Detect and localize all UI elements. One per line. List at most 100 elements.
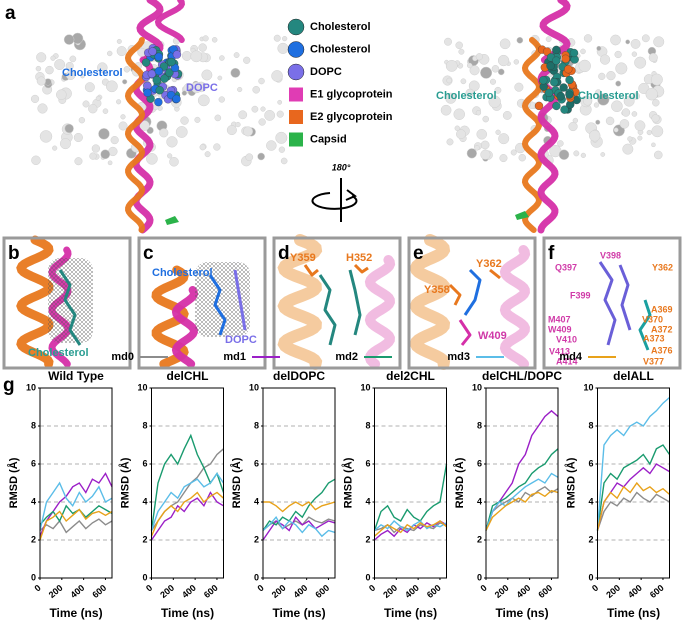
lipid xyxy=(181,50,192,61)
lipid xyxy=(488,95,501,108)
x-tick-label: 200 xyxy=(47,583,65,600)
molecule-label: Cholesterol xyxy=(152,267,213,279)
y-tick-label: 2 xyxy=(477,534,482,544)
panel-frames xyxy=(2,236,682,370)
rotation-symbol xyxy=(311,178,358,222)
lipid xyxy=(202,35,209,42)
atom-sphere xyxy=(542,47,552,56)
helix xyxy=(499,245,531,369)
lipid xyxy=(102,108,109,114)
residue-label: A376 xyxy=(651,345,673,355)
lipid xyxy=(123,66,131,73)
legend-swatch xyxy=(289,87,303,102)
x-tick-label: 0 xyxy=(33,583,43,594)
residue-label: Y362 xyxy=(476,258,502,270)
panel-label: b xyxy=(8,243,20,264)
legend-label: Cholesterol xyxy=(310,21,371,33)
atom-sphere xyxy=(560,105,569,114)
helix xyxy=(521,37,543,233)
lipid xyxy=(476,128,488,140)
series-line xyxy=(262,515,336,538)
lipid xyxy=(45,65,54,75)
atom-sphere xyxy=(565,90,574,99)
lipid xyxy=(266,140,277,151)
x-tick-label: 600 xyxy=(648,583,666,600)
atom-sphere xyxy=(172,50,182,59)
atom-sphere xyxy=(172,94,181,104)
lipid xyxy=(634,56,647,69)
x-tick-label: 600 xyxy=(90,583,108,600)
lipid xyxy=(651,125,664,138)
atom-sphere xyxy=(154,52,163,61)
lipid xyxy=(445,92,457,104)
lipid xyxy=(474,145,480,151)
atom-sphere xyxy=(167,57,176,67)
lipid xyxy=(106,50,113,57)
lipid xyxy=(606,70,616,81)
residue-label: H352 xyxy=(346,252,372,264)
lipid xyxy=(480,140,490,150)
lipid xyxy=(580,152,586,158)
y-tick-label: 8 xyxy=(31,420,36,430)
frame-b xyxy=(2,236,132,370)
lipid xyxy=(181,90,187,96)
atom-sphere xyxy=(154,97,163,107)
y-tick-label: 0 xyxy=(477,572,482,582)
lipid xyxy=(217,75,223,81)
lipid xyxy=(619,119,630,129)
atom-sphere xyxy=(556,92,565,101)
helix xyxy=(364,255,396,369)
lipid xyxy=(169,156,179,167)
x-tick-label: 600 xyxy=(202,583,220,600)
atom-sphere xyxy=(143,88,152,97)
lipid xyxy=(80,73,85,79)
lipid xyxy=(625,39,631,45)
lipid xyxy=(282,36,288,42)
plot-frame xyxy=(262,387,336,579)
lipid xyxy=(36,76,46,86)
lipid xyxy=(456,129,466,140)
lipid xyxy=(613,127,619,133)
lipid xyxy=(54,59,66,70)
lipid xyxy=(460,78,467,85)
series-legend: md0 md1 md2 md3 md4 xyxy=(111,351,616,363)
helix xyxy=(539,0,571,64)
helix xyxy=(124,37,146,233)
molecular-renderings xyxy=(16,0,665,370)
lipid xyxy=(489,78,497,85)
lipid xyxy=(597,93,610,106)
lipid xyxy=(440,104,452,116)
lipid xyxy=(558,149,570,160)
lipid xyxy=(614,50,622,59)
frame-d xyxy=(272,236,402,370)
series-line xyxy=(150,433,225,531)
lipid xyxy=(615,62,628,75)
helix xyxy=(154,0,185,43)
lipid xyxy=(73,132,83,143)
residue-label: M407 xyxy=(548,314,571,324)
stick-model xyxy=(318,274,337,346)
y-axis-label: RMSD (Å) xyxy=(230,457,243,508)
chart-title: delCHL/DOPC xyxy=(482,369,562,383)
lipid xyxy=(98,128,110,140)
lipid xyxy=(235,121,241,128)
legend-label: DOPC xyxy=(310,66,342,78)
y-tick-label: 0 xyxy=(142,572,147,582)
lipid xyxy=(455,41,463,50)
lipid xyxy=(63,34,75,45)
lipid xyxy=(446,138,454,146)
lipid xyxy=(245,153,254,162)
lipid xyxy=(238,110,248,120)
lipid xyxy=(116,46,127,57)
panel-label: c xyxy=(143,243,154,264)
series-line xyxy=(374,520,447,532)
legend-swatch xyxy=(287,18,305,36)
atom-sphere xyxy=(565,75,574,85)
stick-model xyxy=(458,319,472,346)
lipid xyxy=(465,88,475,98)
frame-f xyxy=(542,236,682,370)
y-tick-label: 10 xyxy=(360,382,370,392)
legend-label: E2 glycoprotein xyxy=(310,111,393,123)
lipid xyxy=(243,56,251,64)
y-tick-label: 0 xyxy=(365,572,370,582)
